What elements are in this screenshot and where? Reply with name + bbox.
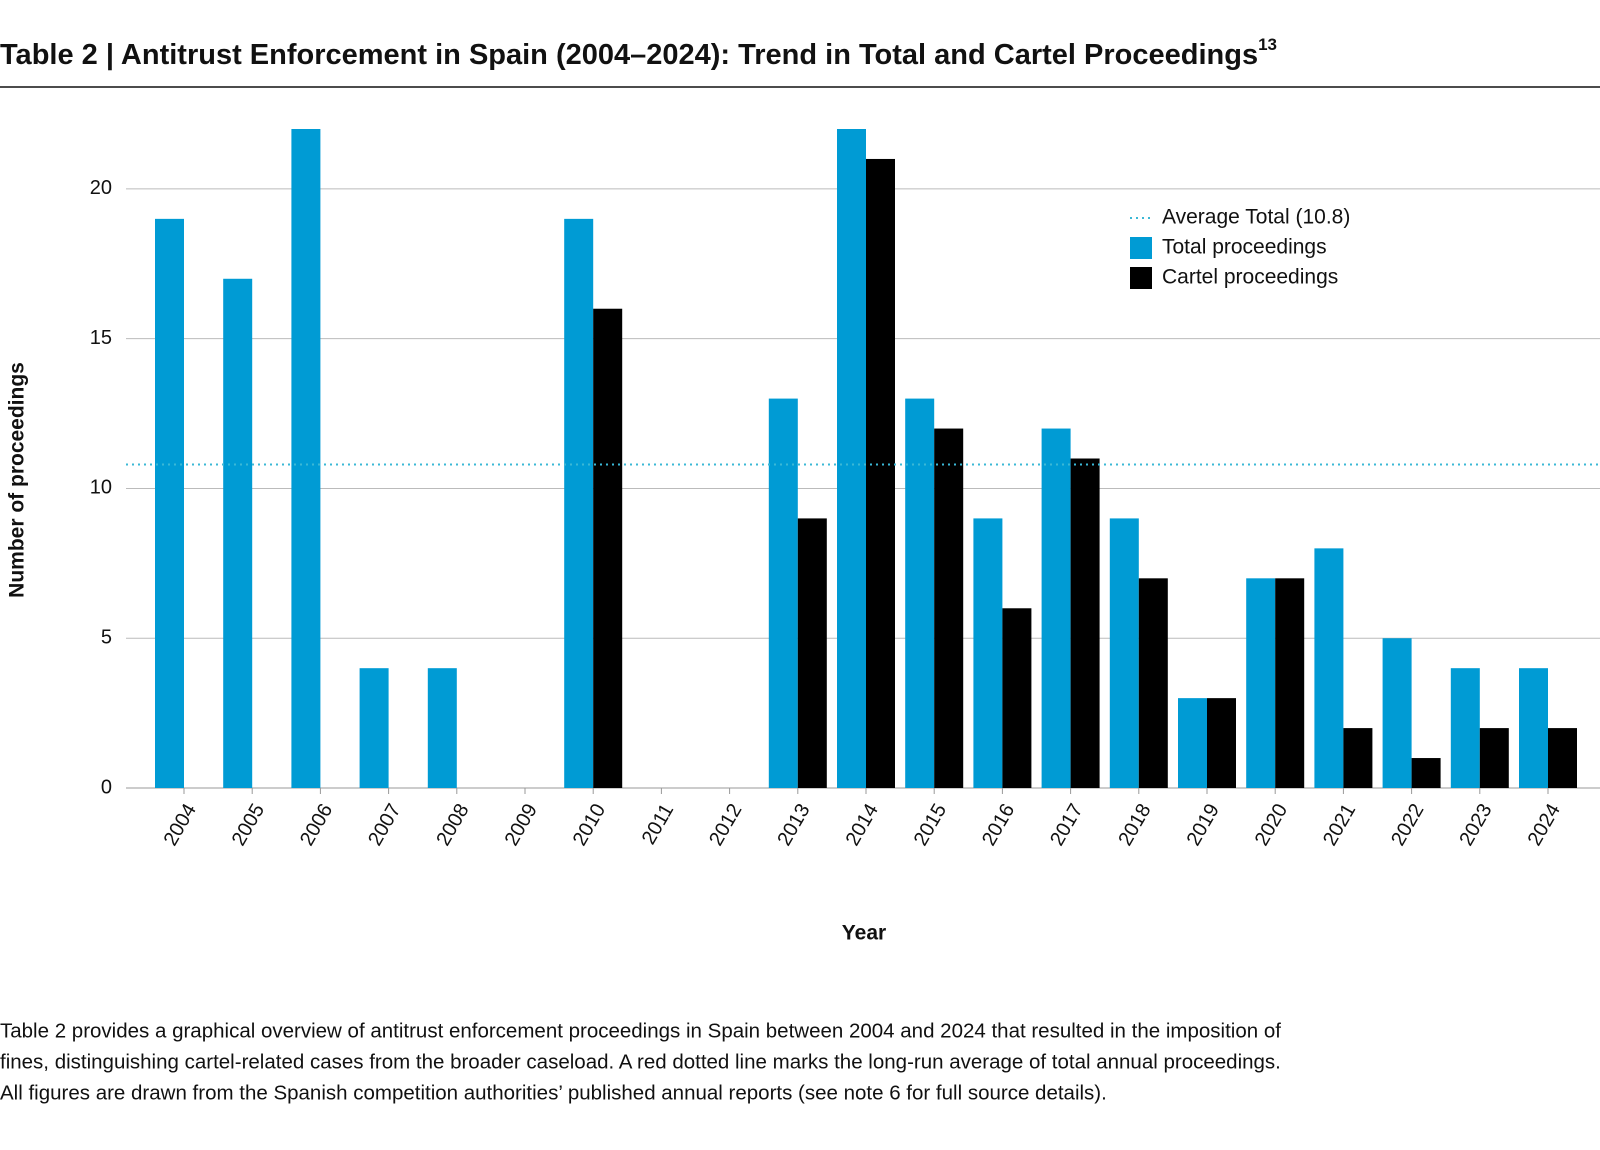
legend-label: Total proceedings <box>1162 236 1327 259</box>
y-tick-label: 10 <box>90 477 112 499</box>
x-tick-label: 2019 <box>1183 800 1224 850</box>
bar <box>1109 518 1139 788</box>
bar <box>1138 578 1168 788</box>
x-tick-label: 2013 <box>773 800 814 850</box>
x-tick-label: 2022 <box>1387 800 1428 850</box>
x-tick-label: 2007 <box>364 800 405 850</box>
x-tick-label: 2021 <box>1319 800 1360 850</box>
x-tick-label: 2008 <box>432 800 473 850</box>
bar <box>1246 578 1276 788</box>
bar <box>1275 578 1305 788</box>
bar <box>1450 668 1480 788</box>
x-tick-label: 2024 <box>1524 800 1565 850</box>
legend-swatch <box>1130 267 1152 289</box>
x-tick-label: 2004 <box>160 800 201 850</box>
bar <box>934 428 964 788</box>
x-tick-label: 2023 <box>1455 800 1496 850</box>
bar <box>427 668 457 788</box>
bar <box>1207 698 1236 788</box>
caption-line: Table 2 provides a graphical overview of… <box>0 1019 1281 1042</box>
bar <box>1411 758 1441 788</box>
x-tick-label: 2020 <box>1251 800 1292 850</box>
legend-swatch <box>1130 237 1152 259</box>
bar <box>1519 668 1548 788</box>
x-tick-label: 2009 <box>501 800 542 850</box>
x-tick-label: 2005 <box>228 800 269 850</box>
bar <box>866 158 895 789</box>
y-tick-label: 20 <box>90 177 112 199</box>
x-tick-label: 2012 <box>705 800 746 850</box>
x-tick-label: 2016 <box>978 800 1019 850</box>
legend-label: Average Total (10.8) <box>1162 206 1350 229</box>
bar <box>1548 728 1577 788</box>
bar <box>291 129 321 788</box>
bar <box>1178 698 1207 788</box>
caption: Table 2 provides a graphical overview of… <box>0 1019 1281 1104</box>
caption-line: All figures are drawn from the Spanish c… <box>0 1081 1107 1104</box>
legend-label: Cartel proceedings <box>1162 266 1338 289</box>
bar <box>1070 458 1100 788</box>
bar <box>223 278 253 788</box>
bar <box>1382 638 1412 788</box>
title-note: 13 <box>1258 35 1277 54</box>
bar <box>1314 548 1344 788</box>
y-tick-label: 5 <box>101 627 112 649</box>
y-tick-label: 0 <box>101 776 112 798</box>
bar <box>1479 728 1509 788</box>
x-tick-label: 2015 <box>910 800 951 850</box>
bar <box>1041 428 1071 788</box>
x-tick-label: 2017 <box>1046 800 1087 850</box>
y-axis-label: Number of proceedings <box>6 362 29 598</box>
y-tick-label: 15 <box>90 327 112 349</box>
x-tick-label: 2018 <box>1114 800 1155 850</box>
x-tick-label: 2014 <box>842 800 883 850</box>
bar <box>564 218 594 788</box>
x-axis-label: Year <box>842 922 886 945</box>
bar <box>837 129 866 788</box>
chart-title: Table 2 | Antitrust Enforcement in Spain… <box>0 35 1277 70</box>
x-tick-label: 2011 <box>638 800 679 848</box>
title-text: Table 2 | Antitrust Enforcement in Spain… <box>0 39 1258 71</box>
bar <box>1343 728 1373 788</box>
bar <box>797 518 827 788</box>
bar <box>1002 608 1032 788</box>
bar <box>359 668 389 788</box>
bar <box>768 398 798 788</box>
x-tick-label: 2010 <box>569 800 610 850</box>
caption-line: fines, distinguishing cartel-related cas… <box>0 1050 1281 1073</box>
bar <box>155 218 184 788</box>
bar <box>905 398 935 788</box>
x-tick-label: 2006 <box>296 800 337 850</box>
bar <box>973 518 1003 788</box>
bar <box>593 308 623 788</box>
